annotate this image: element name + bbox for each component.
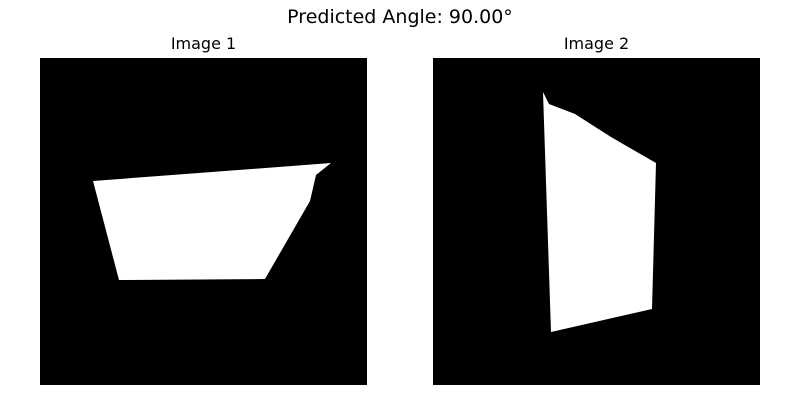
panel-1-image (40, 58, 367, 385)
panel-2-image (433, 58, 760, 385)
figure-title: Predicted Angle: 90.00° (287, 6, 513, 28)
panel-1-shape (93, 163, 331, 280)
panel-2-shape (543, 92, 656, 332)
panel-2-canvas (543, 92, 656, 332)
panel-1-canvas (93, 163, 331, 280)
panel-1-title: Image 1 (170, 34, 237, 53)
panel-2-title: Image 2 (563, 34, 630, 53)
